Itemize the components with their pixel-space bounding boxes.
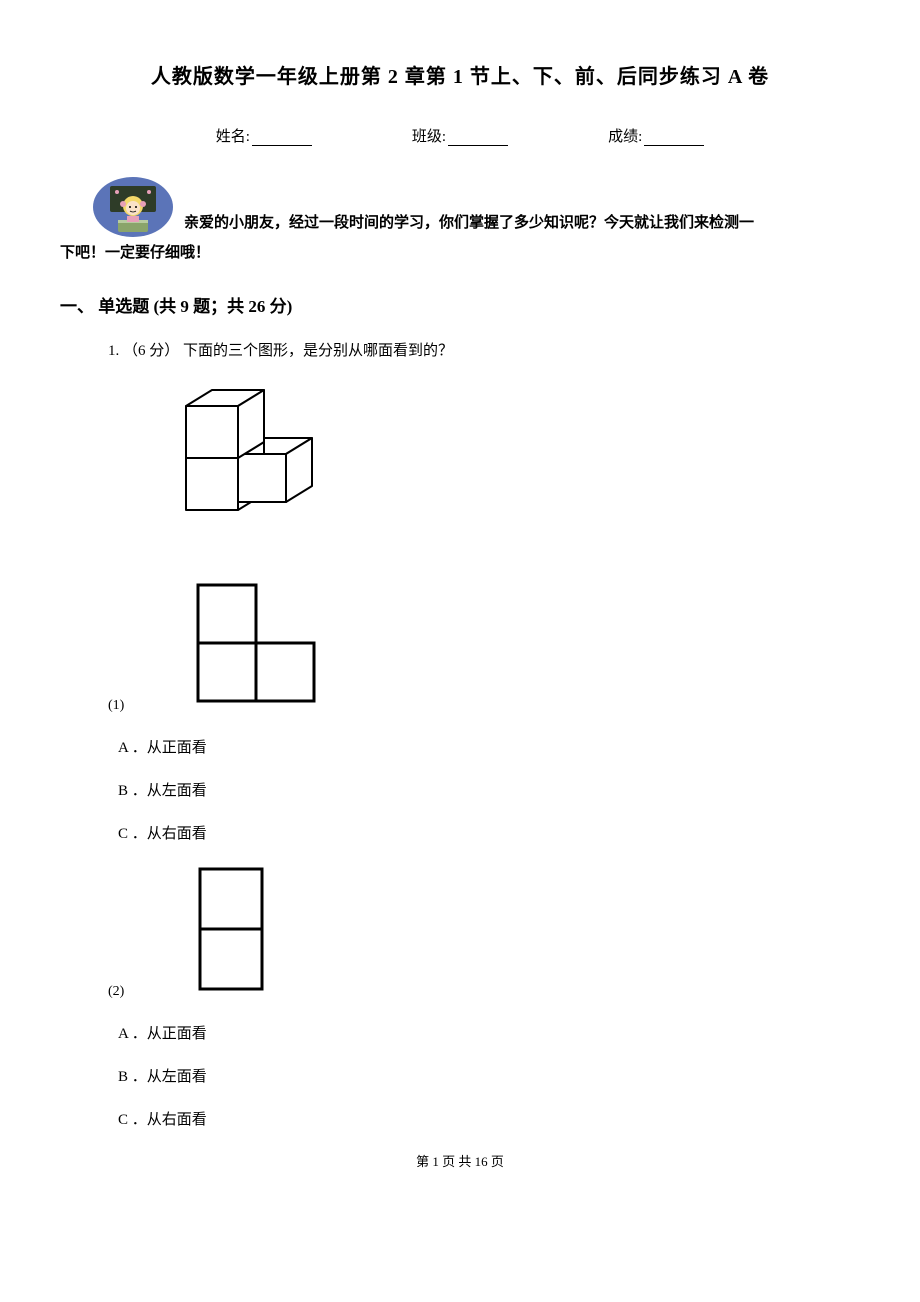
section-1-header: 一、 单选题 (共 9 题；共 26 分) [60, 292, 860, 317]
name-label: 姓名: [216, 125, 250, 146]
q1-sub2-figure [194, 865, 270, 1000]
class-label: 班级: [412, 125, 446, 146]
q1-figure-3d [164, 386, 860, 541]
q1-sub1-figure [194, 581, 322, 714]
info-row: 姓名: 班级: 成绩: [60, 125, 860, 146]
q1-sub2-option-a[interactable]: A ．从正面看 [118, 1022, 860, 1043]
q1-sub1-row: (1) [108, 581, 860, 714]
q1-sub1-option-c[interactable]: C ．从右面看 [118, 822, 860, 843]
q1-sub2-row: (2) [108, 865, 860, 1000]
q1-sub2-label: (2) [108, 984, 124, 1000]
score-field: 成绩: [608, 125, 704, 146]
score-blank[interactable] [644, 130, 704, 146]
intro-line2: 下吧！一定要仔细哦！ [60, 238, 860, 268]
question-1: 1. （6 分） 下面的三个图形，是分别从哪面看到的？ [108, 339, 860, 1129]
q1-stem: 1. （6 分） 下面的三个图形，是分别从哪面看到的？ [108, 339, 860, 360]
class-blank[interactable] [448, 130, 508, 146]
q1-sub2-option-b[interactable]: B ．从左面看 [118, 1065, 860, 1086]
intro-block: 亲爱的小朋友，经过一段时间的学习，你们掌握了多少知识呢？今天就让我们来检测一 下… [60, 176, 860, 268]
name-field: 姓名: [216, 125, 312, 146]
name-blank[interactable] [252, 130, 312, 146]
q1-sub1-option-b[interactable]: B ．从左面看 [118, 779, 860, 800]
q1-sub1-label: (1) [108, 698, 124, 714]
page-footer: 第 1 页 共 16 页 [60, 1151, 860, 1170]
q1-sub1-option-a[interactable]: A ．从正面看 [118, 736, 860, 757]
avatar-icon [92, 176, 174, 238]
page-title: 人教版数学一年级上册第 2 章第 1 节上、下、前、后同步练习 A 卷 [60, 60, 860, 89]
class-field: 班级: [412, 125, 508, 146]
intro-line1: 亲爱的小朋友，经过一段时间的学习，你们掌握了多少知识呢？今天就让我们来检测一 [184, 215, 754, 231]
q1-sub2-option-c[interactable]: C ．从右面看 [118, 1108, 860, 1129]
score-label: 成绩: [608, 125, 642, 146]
